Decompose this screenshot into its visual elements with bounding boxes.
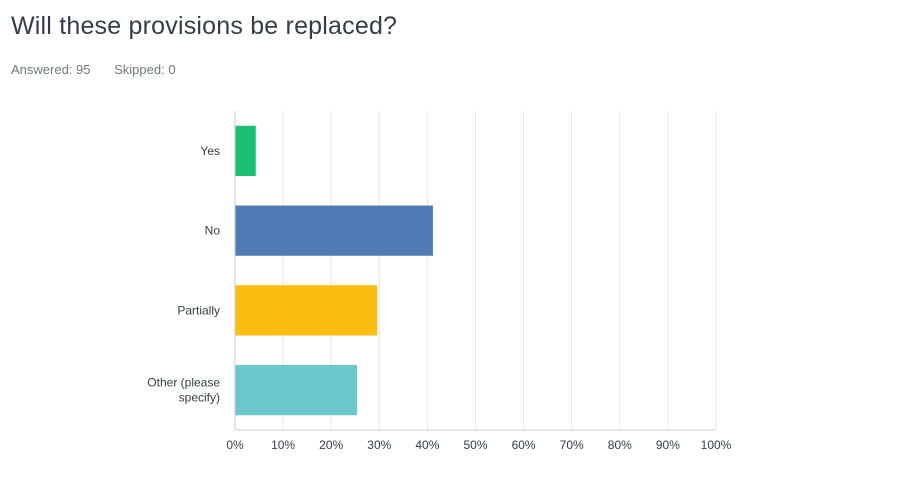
x-tick-label: 80% — [608, 438, 632, 452]
x-tick-label: 30% — [367, 438, 391, 452]
x-tick-label: 20% — [319, 438, 343, 452]
x-tick-label: 60% — [512, 438, 536, 452]
bar — [235, 125, 256, 176]
grid-lines — [282, 111, 717, 430]
page-title: Will these provisions be replaced? — [11, 12, 398, 40]
x-tick-label: 10% — [271, 438, 295, 452]
x-tick-label: 90% — [656, 438, 680, 452]
bar — [235, 285, 378, 336]
category-label: specify) — [179, 391, 220, 405]
category-label: No — [205, 224, 221, 238]
x-tick-labels: 0% 10% 20% 30% 40% 50% 60% 70% 80% 90% 100% — [226, 438, 731, 452]
x-tick-label: 0% — [226, 438, 244, 452]
response-stats: Answered: 95 Skipped: 0 — [11, 62, 196, 77]
answered-count: Answered: 95 — [11, 62, 91, 77]
bar — [235, 205, 433, 256]
category-label: Yes — [200, 144, 220, 158]
skipped-count: Skipped: 0 — [114, 62, 176, 77]
x-tick-label: 100% — [701, 438, 732, 452]
x-tick-label: 70% — [560, 438, 584, 452]
axes — [234, 111, 716, 431]
x-tick-label: 50% — [463, 438, 487, 452]
x-tick-label: 40% — [415, 438, 439, 452]
bars — [235, 125, 433, 416]
bar — [235, 365, 358, 416]
category-label: Other (please — [147, 376, 220, 390]
category-label: Partially — [177, 303, 220, 317]
